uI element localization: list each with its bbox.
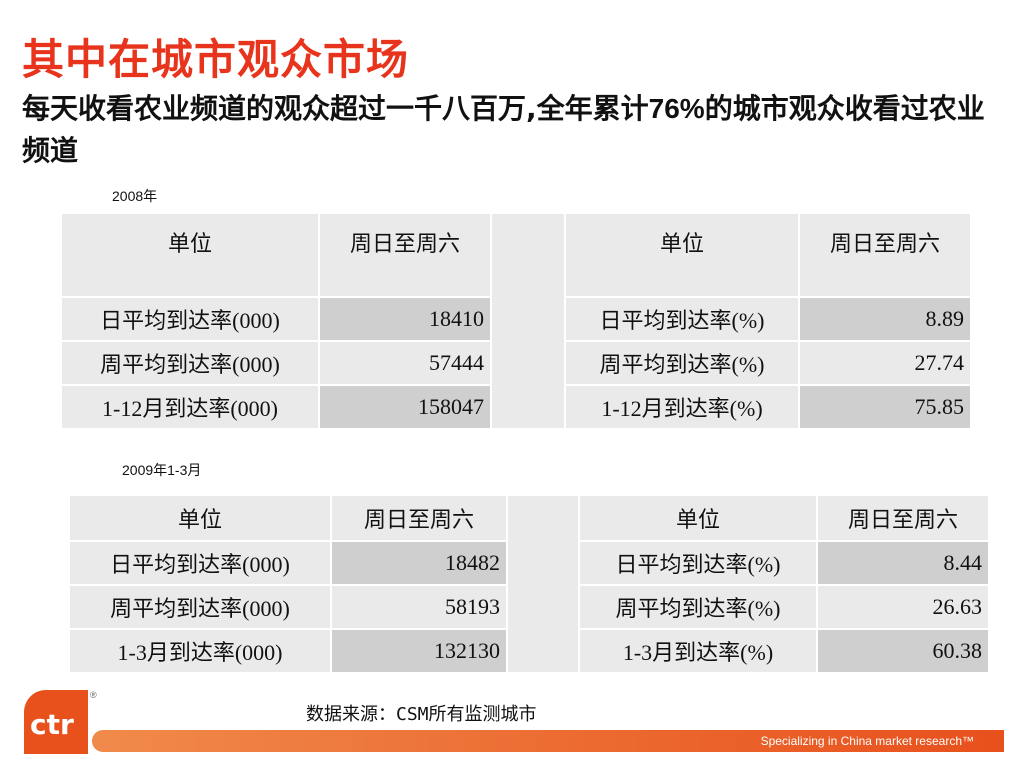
logo-text: ctr [30,708,74,741]
table-row: 周平均到达率(000) 57444 周平均到达率(%) 27.74 [60,340,972,386]
row-value: 18482 [330,540,508,586]
row-value: 8.89 [798,296,972,342]
row-label: 周平均到达率(%) [564,340,800,386]
header-week: 周日至周六 [798,212,972,298]
row-value: 158047 [318,384,492,430]
registered-mark: ® [90,690,97,700]
row-label: 1-3月到达率(000) [68,628,332,674]
header-week: 周日至周六 [318,212,492,298]
header-week: 周日至周六 [816,494,990,542]
year-label-2009: 2009年1-3月 [122,462,202,478]
table-row: 日平均到达率(000) 18482 日平均到达率(%) 8.44 [68,540,990,586]
row-label: 周平均到达率(000) [60,340,320,386]
footer-tagline: Specializing in China market research™ [760,734,974,748]
header-unit: 单位 [68,494,332,542]
header-unit: 单位 [578,494,818,542]
row-label: 1-3月到达率(%) [578,628,818,674]
header-unit: 单位 [60,212,320,298]
header-unit: 单位 [564,212,800,298]
year-label-2008: 2008年 [112,188,158,204]
header-week: 周日至周六 [330,494,508,542]
table-gap [506,494,580,674]
row-value: 57444 [318,340,492,386]
table-gap [490,212,566,430]
slide-subtitle: 每天收看农业频道的观众超过一千八百万,全年累计76%的城市观众收看过农业频道 [22,88,1007,172]
subtitle-part1: 每天收看农业频道的观众超过一千八百万,全年累计 [22,92,649,125]
table-header-row: 单位 周日至周六 单位 周日至周六 [68,494,990,674]
row-label: 1-12月到达率(%) [564,384,800,430]
row-label: 1-12月到达率(000) [60,384,320,430]
subtitle-highlight: 76% [648,93,705,124]
row-label: 周平均到达率(%) [578,584,818,630]
data-source-note: 数据来源：CSM所有监测城市 [306,704,537,725]
row-value: 26.63 [816,584,990,630]
row-value: 75.85 [798,384,972,430]
table-2009: 单位 周日至周六 单位 周日至周六 日平均到达率(000) 18482 日平均到… [68,494,990,674]
table-row: 1-12月到达率(000) 158047 1-12月到达率(%) 75.85 [60,384,972,430]
table-row: 周平均到达率(000) 58193 周平均到达率(%) 26.63 [68,584,990,630]
row-value: 60.38 [816,628,990,674]
row-value: 8.44 [816,540,990,586]
row-value: 132130 [330,628,508,674]
subtitle-part2: 的城市观众收看过农业频道 [22,92,985,167]
slide-title: 其中在城市观众市场 [22,35,410,84]
row-value: 58193 [330,584,508,630]
footer-bar [92,730,1004,752]
ctr-logo [24,690,88,754]
row-label: 日平均到达率(%) [564,296,800,342]
row-label: 日平均到达率(000) [68,540,332,586]
table-2008: 单位 周日至周六 单位 周日至周六 日平均到达率(000) 18410 日平均到… [60,212,972,430]
row-value: 27.74 [798,340,972,386]
row-label: 周平均到达率(000) [68,584,332,630]
table-row: 1-3月到达率(000) 132130 1-3月到达率(%) 60.38 [68,628,990,674]
row-value: 18410 [318,296,492,342]
row-label: 日平均到达率(000) [60,296,320,342]
row-label: 日平均到达率(%) [578,540,818,586]
table-header-row: 单位 周日至周六 单位 周日至周六 [60,212,972,430]
table-row: 日平均到达率(000) 18410 日平均到达率(%) 8.89 [60,296,972,342]
